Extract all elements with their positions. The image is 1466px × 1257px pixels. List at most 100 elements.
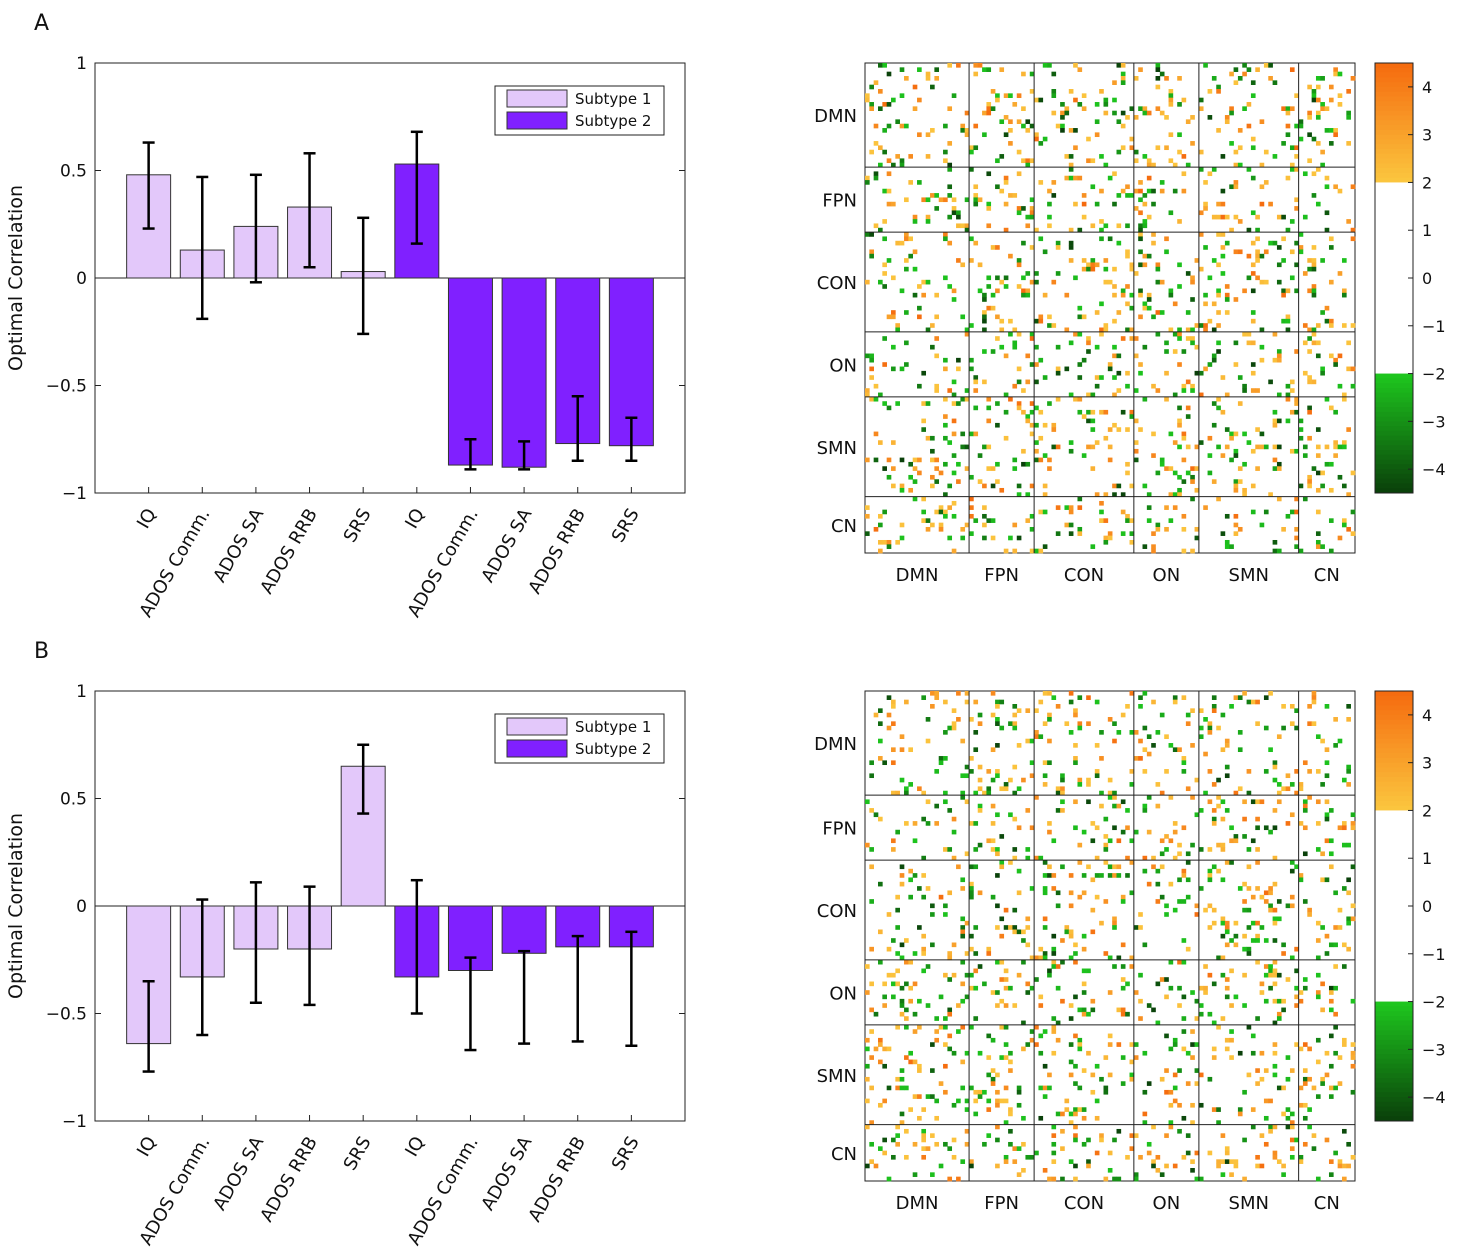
matrix-cell — [1276, 418, 1282, 424]
matrix-cell — [1116, 427, 1122, 432]
matrix-cell — [1350, 323, 1356, 328]
matrix-cell — [1250, 288, 1256, 294]
matrix-cell — [930, 344, 935, 350]
matrix-cell — [1207, 903, 1213, 909]
matrix-cell — [947, 951, 953, 956]
matrix-cell — [1198, 1072, 1204, 1078]
matrix-cell — [1025, 847, 1031, 852]
matrix-cell — [1116, 483, 1122, 489]
matrix-cell — [1294, 725, 1299, 731]
matrix-cell — [934, 1029, 940, 1034]
matrix-cell — [1025, 223, 1031, 229]
matrix-cell — [882, 336, 887, 341]
matrix-cell — [869, 946, 874, 952]
matrix-cell — [1029, 245, 1035, 250]
matrix-cell — [1055, 1111, 1061, 1117]
matrix-cell — [1281, 786, 1286, 792]
matrix-cell — [964, 1107, 970, 1112]
matrix-cell — [943, 197, 948, 203]
matrix-cell — [1068, 227, 1074, 233]
colorbar-segment — [1375, 373, 1413, 379]
matrix-cell — [895, 951, 900, 956]
colorbar-segment — [1375, 1030, 1413, 1036]
matrix-cell — [1324, 1137, 1330, 1143]
matrix-cell — [1125, 470, 1130, 476]
matrix-cell — [908, 1050, 913, 1056]
matrix-cell — [982, 292, 987, 298]
matrix-cell — [1055, 790, 1061, 796]
matrix-cell — [960, 998, 966, 1004]
matrix-cell — [990, 691, 996, 696]
matrix-cell — [1207, 275, 1213, 281]
matrix-cell — [1211, 1046, 1217, 1052]
matrix-cell — [930, 457, 935, 463]
matrix-cell — [1138, 197, 1143, 203]
matrix-cell — [986, 1133, 992, 1138]
matrix-cell — [1012, 340, 1018, 346]
matrix-cell — [1073, 201, 1078, 207]
colorbar-segment — [1375, 445, 1413, 451]
matrix-cell — [990, 712, 996, 718]
matrix-cell — [1324, 175, 1330, 181]
matrix-cell — [1246, 331, 1252, 337]
matrix-cell — [1263, 938, 1269, 943]
matrix-cell — [873, 175, 879, 181]
matrix-cell — [1207, 877, 1213, 883]
matrix-cell — [1294, 448, 1299, 454]
matrix-cell — [964, 764, 970, 770]
matrix-cell — [1090, 1072, 1096, 1078]
matrix-cell — [956, 258, 961, 263]
matrix-cell — [1181, 97, 1187, 103]
matrix-cell — [1307, 379, 1312, 385]
matrix-cell — [1181, 1046, 1187, 1052]
matrix-cell — [1151, 855, 1156, 861]
matrix-cell — [1042, 760, 1048, 766]
colorbar-segment — [1375, 402, 1413, 408]
colorbar-segment — [1375, 258, 1413, 265]
matrix-cell — [1194, 344, 1200, 350]
matrix-cell — [921, 427, 927, 432]
matrix-cell — [1138, 188, 1143, 194]
matrix-cell — [865, 505, 870, 510]
matrix-cell — [899, 1011, 905, 1017]
matrix-cell — [1263, 149, 1269, 155]
colorbar-segment — [1375, 853, 1413, 859]
matrix-cell — [1281, 292, 1286, 298]
matrix-cell — [1051, 1029, 1057, 1034]
matrix-cell — [938, 894, 944, 900]
matrix-cell — [1307, 258, 1312, 263]
matrix-cell — [1315, 487, 1321, 493]
matrix-cell — [951, 1154, 957, 1160]
matrix-cell — [1220, 245, 1226, 250]
matrix-cell — [891, 981, 896, 987]
matrix-cell — [1125, 825, 1130, 831]
matrix-cell — [1181, 431, 1187, 437]
matrix-cell — [995, 245, 1000, 250]
matrix-cell — [1346, 916, 1351, 922]
matrix-cell — [1302, 453, 1308, 458]
matrix-cell — [1112, 1137, 1117, 1143]
matrix-cell — [990, 747, 996, 753]
colorbar-segment — [1375, 944, 1413, 950]
matrix-cell — [1073, 1124, 1078, 1130]
matrix-cell — [1272, 539, 1278, 545]
matrix-cell — [1285, 773, 1291, 779]
matrix-cell — [934, 803, 940, 809]
matrix-cell — [878, 959, 883, 965]
matrix-cell — [1094, 119, 1100, 125]
matrix-cell — [1203, 180, 1208, 185]
matrix-cell — [1229, 1055, 1234, 1060]
matrix-cell — [1216, 310, 1221, 315]
matrix-cell — [1159, 1076, 1165, 1082]
matrix-cell — [1255, 275, 1260, 281]
matrix-cell — [960, 916, 966, 922]
matrix-cell — [1333, 1024, 1338, 1030]
matrix-cell — [1029, 886, 1035, 891]
matrix-cell — [999, 344, 1005, 350]
matrix-cell — [1103, 535, 1109, 541]
matrix-cell — [1250, 448, 1256, 454]
matrix-cell — [1146, 110, 1152, 116]
matrix-cell — [917, 786, 922, 792]
matrix-cell — [930, 1042, 935, 1047]
matrix-cell — [1263, 63, 1269, 68]
